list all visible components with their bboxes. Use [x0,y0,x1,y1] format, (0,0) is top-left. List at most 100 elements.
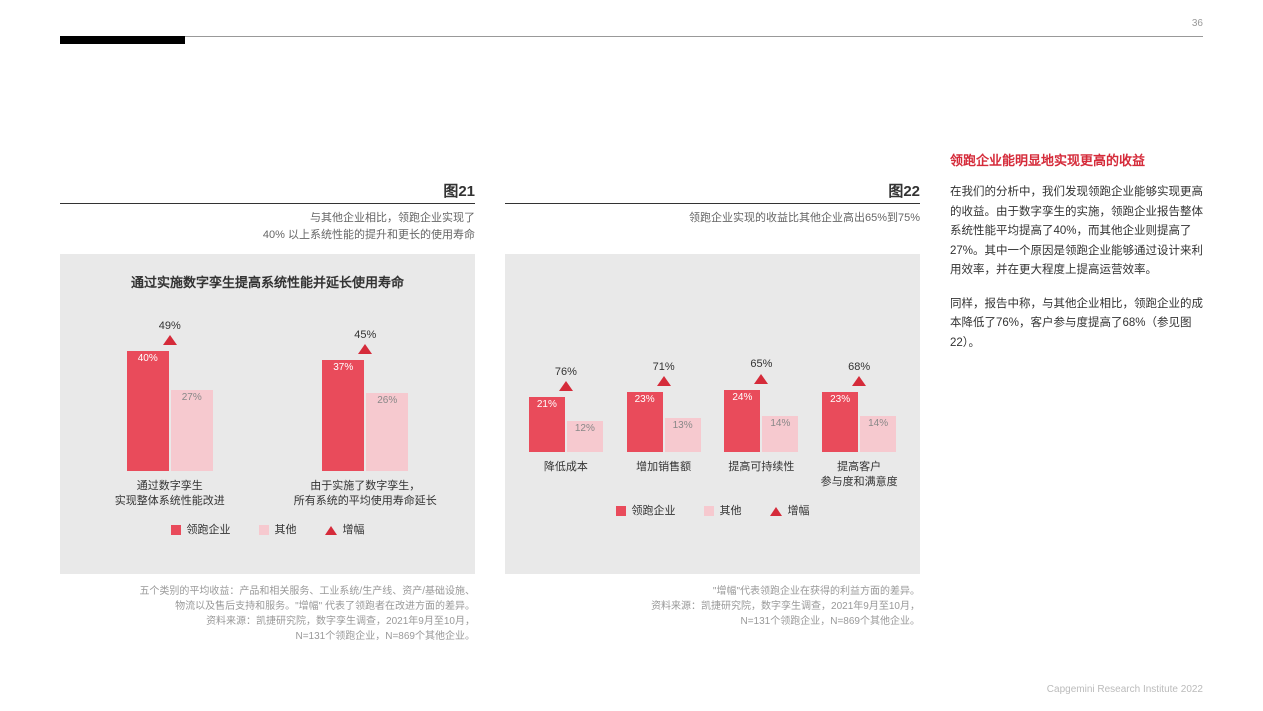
chart21-groups: 49% 40%27% 通过数字孪生实现整体系统性能改进 45% 37% 26% 由于实施了数… [72,301,463,511]
chart-group: 65% 24% 14% 提高可持续性 [713,358,811,492]
legend-leader: 领跑企业 [171,521,231,537]
paragraph-2: 同样，报告中称，与其他企业相比，领跑企业的成本降低了76%，客户参与度提高了68… [950,295,1203,354]
bar-pair: 23% 14% [822,392,896,452]
swatch-leader-22 [616,506,626,516]
uplift-value: 68% [848,361,870,374]
chart22-label: 图22 [505,180,920,204]
chart-group: 45% 37% 26% 由于实施了数字孪生，所有系统的平均使用寿命延长 [268,329,464,511]
footer-credit: Capgemini Research Institute 2022 [1047,684,1203,695]
bar-other: 13% [665,418,701,452]
paragraph-1: 在我们的分析中，我们发现领跑企业能够实现更高的收益。由于数字孪生的实施，领跑企业… [950,183,1203,281]
swatch-uplift-icon-22 [770,507,782,516]
page-number: 36 [1192,18,1203,29]
swatch-other-22 [704,506,714,516]
bar-pair: 21% 12% [529,397,603,452]
chart22-subtitle: 领跑企业实现的收益比其他企业高出65%到75% [505,210,920,244]
chart-group: 76% 21% 12% 降低成本 [517,366,615,492]
content-row: 图21 与其他企业相比，领跑企业实现了 40% 以上系统性能的提升和更长的使用寿… [60,180,1203,644]
legend-uplift-22: 增幅 [770,502,810,518]
category-label: 降低成本 [544,460,588,492]
text-column: 领跑企业能明显地实现更高的收益 在我们的分析中，我们发现领跑企业能够实现更高的收… [950,180,1203,644]
bar-other-value: 14% [762,418,798,429]
uplift-triangle-icon [559,381,573,391]
swatch-uplift-icon [325,526,337,535]
chart21-subtitle: 与其他企业相比，领跑企业实现了 40% 以上系统性能的提升和更长的使用寿命 [60,210,475,244]
bar-other-value: 12% [567,423,603,434]
category-label: 增加销售额 [636,460,691,492]
category-label: 提高可持续性 [728,460,794,492]
fn22-l3: N=131个领跑企业，N=869个其他企业。 [741,616,921,627]
bar-other-value: 26% [366,395,408,406]
uplift-value: 65% [750,358,772,371]
chart22-panel: 76% 21% 12% 降低成本 71% 23% 13% 增加销售额 65% 24% 14% 提高可持… [505,254,920,574]
bar-other: 26% [366,393,408,471]
bar-other: 12% [567,421,603,452]
legend-leader-label: 领跑企业 [187,524,231,536]
uplift-triangle-icon [657,376,671,386]
bar-leader-value: 21% [529,399,565,410]
chart22-sub-l1: 领跑企业实现的收益比其他企业高出65%到75% [689,212,920,224]
uplift-value: 45% [354,329,376,342]
fn21-l3: 资料来源：凯捷研究院，数字孪生调查，2021年9月至10月， [206,616,475,627]
chart22-column: 图22 领跑企业实现的收益比其他企业高出65%到75% 76% 21% 12% 降低成… [505,180,920,644]
bar-leader-value: 23% [627,394,663,405]
bar-leader-value: 23% [822,394,858,405]
chart21-footnote: 五个类别的平均收益：产品和相关服务、工业系统/生产线、资产/基础设施、 物流以及… [60,584,475,644]
uplift-value: 76% [555,366,577,379]
bar-pair: 40%27% [127,351,213,471]
fn22-l2: 资料来源：凯捷研究院，数字孪生调查，2021年9月至10月， [651,601,920,612]
bar-leader-value: 24% [724,392,760,403]
bar-other-value: 14% [860,418,896,429]
chart-group: 71% 23% 13% 增加销售额 [615,361,713,492]
chart21-sub-l1: 与其他企业相比，领跑企业实现了 [310,212,475,224]
bar-other: 27% [171,390,213,471]
bar-other-value: 13% [665,420,701,431]
header-black-bar [60,36,185,44]
uplift-triangle-icon [358,344,372,354]
category-label: 提高客户参与度和满意度 [821,460,898,492]
top-rule [60,36,1203,37]
uplift-triangle-icon [852,376,866,386]
chart22-groups: 76% 21% 12% 降低成本 71% 23% 13% 增加销售额 65% 24% 14% 提高可持… [517,282,908,492]
chart22-legend: 领跑企业 其他 增幅 [517,502,908,518]
bar-leader: 40% [127,351,169,471]
fn21-l1: 五个类别的平均收益：产品和相关服务、工业系统/生产线、资产/基础设施、 [139,586,475,597]
chart21-legend: 领跑企业 其他 增幅 [72,521,463,537]
legend-leader-22: 领跑企业 [616,502,676,518]
bar-leader: 23% [822,392,858,452]
legend-uplift-label: 增幅 [343,524,365,536]
fn21-l2: 物流以及售后支持和服务。"增幅" 代表了领跑者在改进方面的差异。 [175,601,475,612]
bar-pair: 23% 13% [627,392,701,452]
bar-pair: 24% 14% [724,390,798,452]
legend-leader-label-22: 领跑企业 [632,505,676,517]
bar-leader-value: 37% [322,362,364,373]
swatch-leader [171,525,181,535]
bar-other-value: 27% [171,392,213,403]
chart22-footnote: "增幅"代表领跑企业在获得的利益方面的差异。 资料来源：凯捷研究院，数字孪生调查… [505,584,920,629]
uplift-value: 71% [653,361,675,374]
chart-group: 49% 40%27% 通过数字孪生实现整体系统性能改进 [72,320,268,511]
fn21-l4: N=131个领跑企业，N=869个其他企业。 [296,631,476,642]
chart21-column: 图21 与其他企业相比，领跑企业实现了 40% 以上系统性能的提升和更长的使用寿… [60,180,475,644]
bar-pair: 37% 26% [322,360,408,471]
legend-other-22: 其他 [704,502,742,518]
fn22-l1: "增幅"代表领跑企业在获得的利益方面的差异。 [713,586,920,597]
legend-uplift: 增幅 [325,521,365,537]
legend-other: 其他 [259,521,297,537]
bar-leader: 24% [724,390,760,452]
chart21-panel: 通过实施数字孪生提高系统性能并延长使用寿命 49%40%27%通过数字孪生实现整… [60,254,475,574]
chart-group: 68% 23% 14% 提高客户参与度和满意度 [810,361,908,492]
chart21-sub-l2: 40% 以上系统性能的提升和更长的使用寿命 [263,229,475,241]
bar-other: 14% [762,416,798,452]
bar-leader: 23% [627,392,663,452]
uplift-triangle-icon [754,374,768,384]
legend-uplift-label-22: 增幅 [788,505,810,517]
bar-leader: 21% [529,397,565,452]
category-label: 通过数字孪生实现整体系统性能改进 [115,479,225,511]
uplift-value: 49% [159,320,181,333]
category-label: 由于实施了数字孪生，所有系统的平均使用寿命延长 [294,479,437,511]
bar-other: 14% [860,416,896,452]
legend-other-label-22: 其他 [720,505,742,517]
uplift-triangle-icon [163,335,177,345]
chart21-label: 图21 [60,180,475,204]
